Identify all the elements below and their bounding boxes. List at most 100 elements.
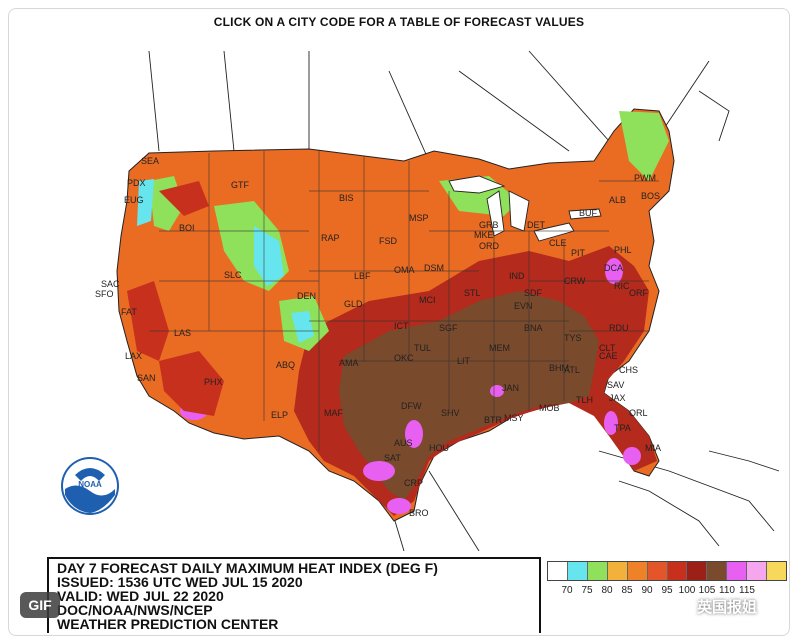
city-code-dsm[interactable]: DSM — [424, 263, 444, 273]
city-code-lit[interactable]: LIT — [457, 356, 471, 366]
city-code-hou[interactable]: HOU — [429, 443, 449, 453]
city-code-ict[interactable]: ICT — [394, 321, 409, 331]
city-code-crw[interactable]: CRW — [564, 276, 586, 286]
city-code-slc[interactable]: SLC — [224, 270, 242, 280]
city-code-fat[interactable]: FAT — [121, 307, 137, 317]
great-lakes — [448, 175, 602, 242]
city-code-dca[interactable]: DCA — [604, 263, 623, 273]
city-code-msp[interactable]: MSP — [409, 213, 429, 223]
city-code-msy[interactable]: MSY — [504, 413, 524, 423]
city-code-stl[interactable]: STL — [464, 288, 481, 298]
city-code-chs[interactable]: CHS — [619, 365, 638, 375]
city-code-las[interactable]: LAS — [174, 328, 191, 338]
legend-label: 95 — [661, 585, 673, 596]
city-code-sac[interactable]: SAC — [101, 279, 120, 289]
city-code-oma[interactable]: OMA — [394, 265, 415, 275]
legend-swatch — [707, 562, 728, 580]
city-code-cae[interactable]: CAE — [599, 351, 618, 361]
city-code-sav[interactable]: SAV — [607, 380, 624, 390]
city-code-tpa[interactable]: TPA — [614, 423, 631, 433]
city-code-okc[interactable]: OKC — [394, 353, 414, 363]
city-code-btr[interactable]: BTR — [484, 415, 503, 425]
city-code-evn[interactable]: EVN — [514, 301, 533, 311]
city-code-pwm[interactable]: PWM — [634, 173, 656, 183]
zone-105 — [339, 291, 599, 501]
city-code-aus[interactable]: AUS — [394, 438, 413, 448]
city-code-sdf[interactable]: SDF — [524, 288, 543, 298]
city-code-gtf[interactable]: GTF — [231, 180, 249, 190]
city-code-buf[interactable]: BUF — [579, 208, 598, 218]
legend-labels: 70 75 80 85 90 95 100 105 110 115 — [547, 585, 787, 599]
state-borders — [149, 151, 659, 451]
city-code-rap[interactable]: RAP — [321, 233, 340, 243]
title-line-product: DAY 7 FORECAST DAILY MAXIMUM HEAT INDEX … — [57, 560, 438, 576]
city-code-bis[interactable]: BIS — [339, 193, 354, 203]
city-code-bhm[interactable]: BHM — [549, 363, 569, 373]
watermark-text: 英国报姐 — [697, 598, 758, 616]
city-code-ama[interactable]: AMA — [339, 358, 359, 368]
city-code-orf[interactable]: ORF — [629, 288, 649, 298]
city-code-atl[interactable]: ATL — [564, 365, 580, 375]
city-code-mci[interactable]: MCI — [419, 295, 436, 305]
city-code-phl[interactable]: PHL — [614, 245, 632, 255]
city-code-ind[interactable]: IND — [509, 271, 525, 281]
city-code-tlh[interactable]: TLH — [576, 395, 593, 405]
city-codes: SEA PDX EUG GTF BIS MSP GRB DET BUF ALB PWM BOS BOI S… — [95, 156, 661, 518]
title-line-valid: VALID: WED JUL 22 2020 — [57, 588, 224, 604]
city-code-tul[interactable]: TUL — [414, 343, 431, 353]
city-code-ric[interactable]: RIC — [614, 281, 630, 291]
city-code-maf[interactable]: MAF — [324, 408, 344, 418]
title-line-center: WEATHER PREDICTION CENTER — [57, 616, 279, 632]
legend-swatch — [607, 562, 628, 580]
legend-swatch — [627, 562, 648, 580]
city-code-lbf[interactable]: LBF — [354, 271, 371, 281]
city-code-jan[interactable]: JAN — [502, 383, 519, 393]
city-code-shv[interactable]: SHV — [441, 408, 460, 418]
city-code-phx[interactable]: PHX — [204, 377, 223, 387]
legend-swatch — [727, 562, 748, 580]
city-code-cle[interactable]: CLE — [549, 238, 567, 248]
city-code-dfw[interactable]: DFW — [401, 401, 422, 411]
city-code-fsd[interactable]: FSD — [379, 236, 398, 246]
city-code-elp[interactable]: ELP — [271, 410, 288, 420]
city-code-sea[interactable]: SEA — [141, 156, 159, 166]
city-code-sfo[interactable]: SFO — [95, 289, 114, 299]
city-code-pit[interactable]: PIT — [571, 248, 586, 258]
city-code-grb[interactable]: GRB — [479, 220, 499, 230]
city-code-gld[interactable]: GLD — [344, 299, 363, 309]
city-code-bro[interactable]: BRO — [409, 508, 429, 518]
city-code-lax[interactable]: LAX — [125, 351, 142, 361]
legend-swatch — [567, 562, 588, 580]
city-code-jax[interactable]: JAX — [609, 393, 626, 403]
legend-label: 115 — [739, 585, 755, 596]
city-code-clt[interactable]: CLT — [599, 343, 616, 353]
city-code-mob[interactable]: MOB — [539, 403, 560, 413]
city-code-sgf[interactable]: SGF — [439, 323, 458, 333]
city-code-ord[interactable]: ORD — [479, 241, 500, 251]
city-code-mke[interactable]: MKE — [474, 230, 494, 240]
city-code-san[interactable]: SAN — [137, 373, 156, 383]
city-code-alb[interactable]: ALB — [609, 195, 626, 205]
city-code-mem[interactable]: MEM — [489, 343, 510, 353]
legend-swatch — [767, 562, 787, 580]
city-code-eug[interactable]: EUG — [124, 195, 144, 205]
city-code-den[interactable]: DEN — [297, 291, 316, 301]
city-code-boi[interactable]: BOI — [179, 223, 195, 233]
city-code-abq[interactable]: ABQ — [276, 360, 295, 370]
city-code-bna[interactable]: BNA — [524, 323, 543, 333]
city-code-rdu[interactable]: RDU — [609, 323, 629, 333]
legend-label: 110 — [719, 585, 735, 596]
legend-swatch — [587, 562, 608, 580]
legend-label: 90 — [641, 585, 653, 596]
city-code-pdx[interactable]: PDX — [127, 178, 146, 188]
city-code-det[interactable]: DET — [527, 220, 546, 230]
city-code-bos[interactable]: BOS — [641, 191, 660, 201]
city-code-crp[interactable]: CRP — [404, 478, 423, 488]
legend-swatch — [667, 562, 688, 580]
city-code-mia[interactable]: MIA — [645, 443, 661, 453]
city-code-sat[interactable]: SAT — [384, 453, 401, 463]
legend-swatch — [647, 562, 668, 580]
city-code-tys[interactable]: TYS — [564, 333, 582, 343]
city-code-orl[interactable]: ORL — [629, 408, 648, 418]
zone-west-hot — [127, 181, 224, 416]
